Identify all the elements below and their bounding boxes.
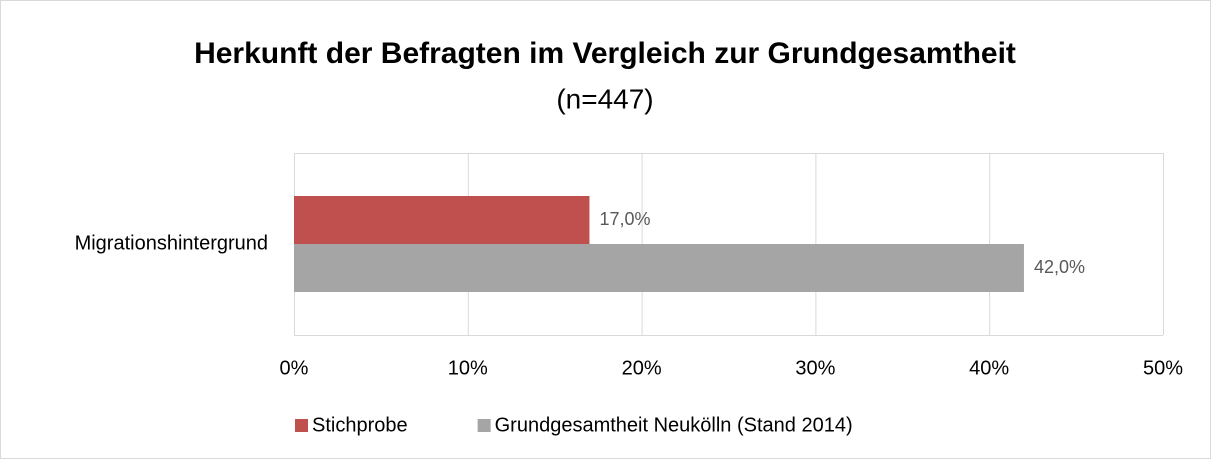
bar [294,196,590,244]
x-tick-label: 10% [448,357,488,379]
x-tick-label: 40% [969,357,1009,379]
legend-label: Stichprobe [312,414,408,436]
x-tick-label: 30% [795,357,835,379]
value-label: 42,0% [1034,257,1085,277]
chart-subtitle: (n=447) [556,83,653,114]
chart-title: Herkunft der Befragten im Vergleich zur … [194,37,1016,70]
legend-swatch [295,419,308,432]
bar [294,244,1024,292]
x-tick-label: 0% [280,357,309,379]
value-label: 17,0% [599,209,650,229]
y-tick-label: Migrationshintergrund [75,232,268,254]
legend-swatch [477,419,491,432]
x-tick-label: 20% [622,357,662,379]
legend-label: Grundgesamtheit Neukölln (Stand 2014) [495,414,853,436]
x-tick-label: 50% [1143,357,1183,379]
